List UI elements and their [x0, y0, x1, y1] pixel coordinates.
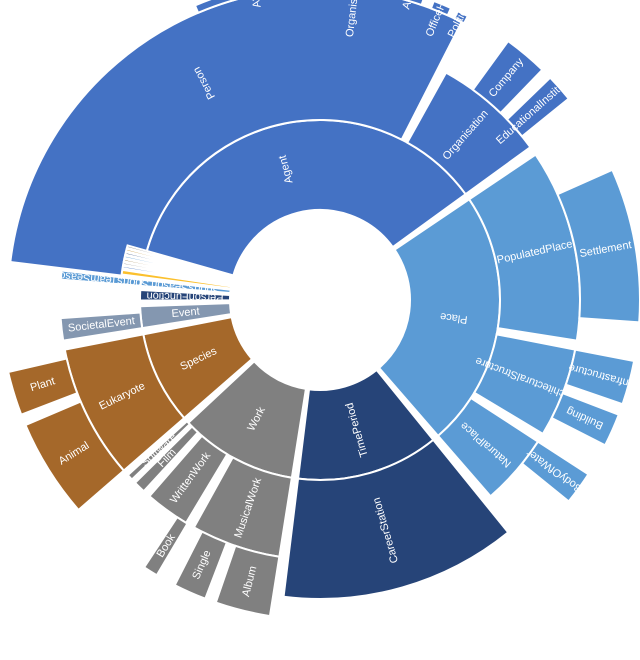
sunburst-chart: AgentPersonAthleteOrganisationMemberArti…	[0, 0, 640, 660]
segment-book	[144, 517, 187, 575]
segment-building	[552, 393, 619, 445]
segment-album	[216, 546, 280, 616]
segment-bodyofwater	[522, 442, 588, 502]
segment-plant	[8, 358, 77, 414]
segment-single	[175, 532, 227, 599]
segment-infrastructure	[566, 350, 634, 405]
